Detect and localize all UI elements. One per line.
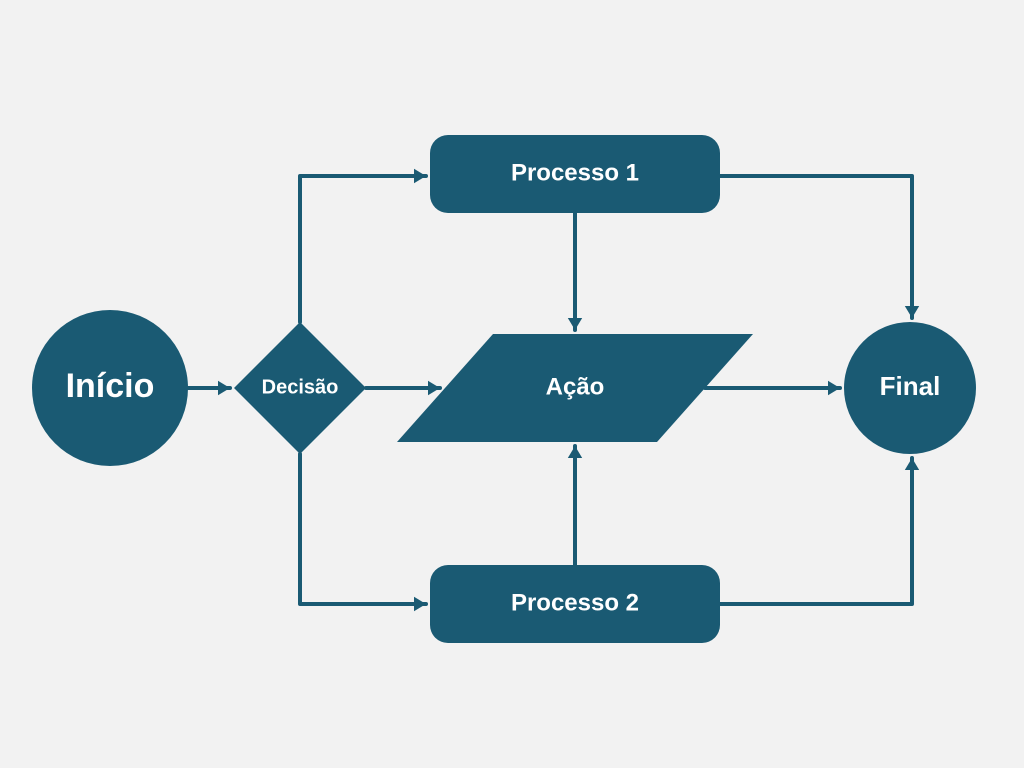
node-inicio: Início [32, 310, 188, 466]
arrowhead [568, 446, 582, 458]
node-label-final: Final [880, 371, 941, 401]
node-label-inicio: Início [66, 367, 155, 405]
arrowhead [905, 306, 919, 318]
node-decisao: Decisão [234, 322, 366, 454]
edge-decisao-acao [366, 381, 440, 395]
arrowhead [414, 597, 426, 611]
arrowhead [428, 381, 440, 395]
node-acao: Ação [397, 334, 753, 442]
flowchart-canvas: Início Decisão Processo 1 Processo 2 Ação Fin… [0, 0, 1024, 768]
edge-processo1-acao [568, 213, 582, 330]
arrowhead [905, 458, 919, 470]
node-processo2: Processo 2 [430, 565, 720, 643]
edge-decisao-processo2 [300, 454, 426, 611]
arrowhead [218, 381, 230, 395]
edge-processo2-acao [568, 446, 582, 565]
edge-inicio-decisao [188, 381, 230, 395]
edge-processo2-final [720, 458, 919, 604]
arrowhead [568, 318, 582, 330]
node-label-processo2: Processo 2 [511, 589, 639, 616]
node-label-decisao: Decisão [262, 376, 339, 398]
edge-acao-final [705, 381, 840, 395]
arrowhead [414, 169, 426, 183]
node-final: Final [844, 322, 976, 454]
node-processo1: Processo 1 [430, 135, 720, 213]
edge-decisao-processo1 [300, 169, 426, 322]
arrowhead [828, 381, 840, 395]
node-label-processo1: Processo 1 [511, 159, 639, 186]
node-label-acao: Ação [546, 373, 605, 400]
edge-processo1-final [720, 176, 919, 318]
